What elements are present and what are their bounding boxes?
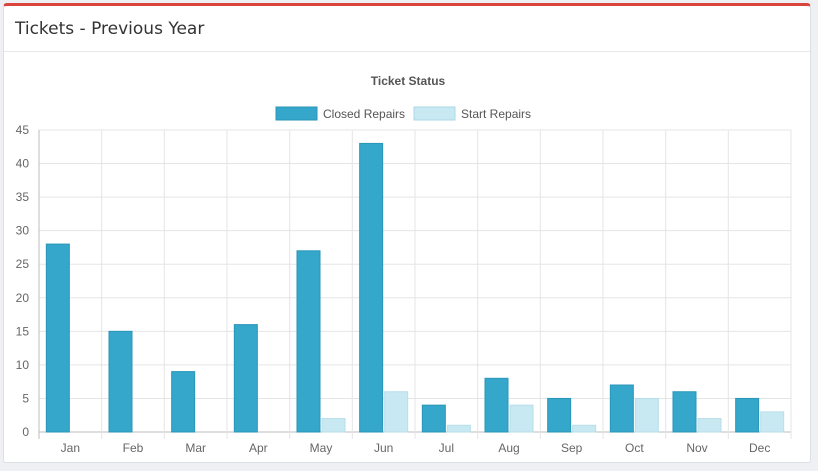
panel-title: Tickets - Previous Year [15, 19, 205, 39]
x-tick-label-nov: Nov [686, 441, 707, 455]
y-tick-label: 25 [16, 257, 30, 271]
bar-start-jun[interactable] [384, 391, 409, 433]
bar-start-may[interactable] [321, 418, 346, 433]
bar-start-sep[interactable] [572, 424, 597, 433]
bar-closed-jan[interactable] [45, 243, 70, 433]
x-tick-label-sep: Sep [561, 441, 583, 455]
bar-closed-sep[interactable] [547, 397, 572, 433]
bar-closed-aug[interactable] [484, 377, 509, 433]
panel-header: Tickets - Previous Year [4, 6, 810, 52]
bar-closed-apr[interactable] [233, 324, 258, 433]
x-tick-label-oct: Oct [625, 441, 644, 455]
x-tick-label-dec: Dec [749, 441, 770, 455]
y-tick-label: 20 [16, 291, 30, 305]
bar-closed-jun[interactable] [359, 142, 384, 433]
bar-closed-oct[interactable] [609, 384, 634, 433]
x-tick-label-mar: Mar [185, 441, 206, 455]
x-tick-label-may: May [310, 441, 333, 455]
bar-closed-dec[interactable] [735, 397, 760, 433]
x-tick-label-jan: Jan [61, 441, 80, 455]
y-tick-label: 10 [16, 358, 30, 372]
bar-start-dec[interactable] [760, 411, 785, 433]
x-tick-label-jul: Jul [439, 441, 454, 455]
legend-swatch-2[interactable] [413, 106, 456, 121]
bar-closed-feb[interactable] [108, 330, 133, 433]
bar-closed-may[interactable] [296, 250, 321, 433]
x-tick-label-feb: Feb [123, 441, 144, 455]
bar-start-jul[interactable] [446, 424, 471, 433]
y-tick-label: 15 [16, 324, 30, 338]
bar-closed-nov[interactable] [672, 391, 697, 433]
bar-start-aug[interactable] [509, 404, 534, 433]
y-tick-label: 40 [16, 157, 30, 171]
legend-label-1[interactable]: Closed Repairs [323, 107, 405, 121]
bar-closed-jul[interactable] [421, 404, 446, 433]
tickets-panel: Tickets - Previous Year Ticket Status Clo… [3, 3, 811, 463]
y-tick-label: 5 [22, 391, 29, 405]
ticket-status-chart: Ticket Status Closed Repairs Start Repairs… [16, 74, 792, 455]
y-tick-label: 0 [22, 425, 29, 439]
bar-start-nov[interactable] [697, 418, 722, 433]
legend-swatch-1[interactable] [275, 106, 318, 121]
x-tick-label-aug: Aug [498, 441, 519, 455]
legend-label-2[interactable]: Start Repairs [461, 107, 531, 121]
chart-area: Ticket Status Closed Repairs Start Repairs… [4, 52, 810, 462]
x-tick-label-jun: Jun [374, 441, 393, 455]
bar-start-oct[interactable] [634, 397, 659, 433]
y-tick-label: 35 [16, 190, 30, 204]
y-tick-label: 30 [16, 224, 30, 238]
chart-title: Ticket Status [371, 74, 446, 88]
x-tick-label-apr: Apr [249, 441, 268, 455]
y-tick-label: 45 [16, 123, 30, 137]
bar-closed-mar[interactable] [171, 371, 196, 433]
